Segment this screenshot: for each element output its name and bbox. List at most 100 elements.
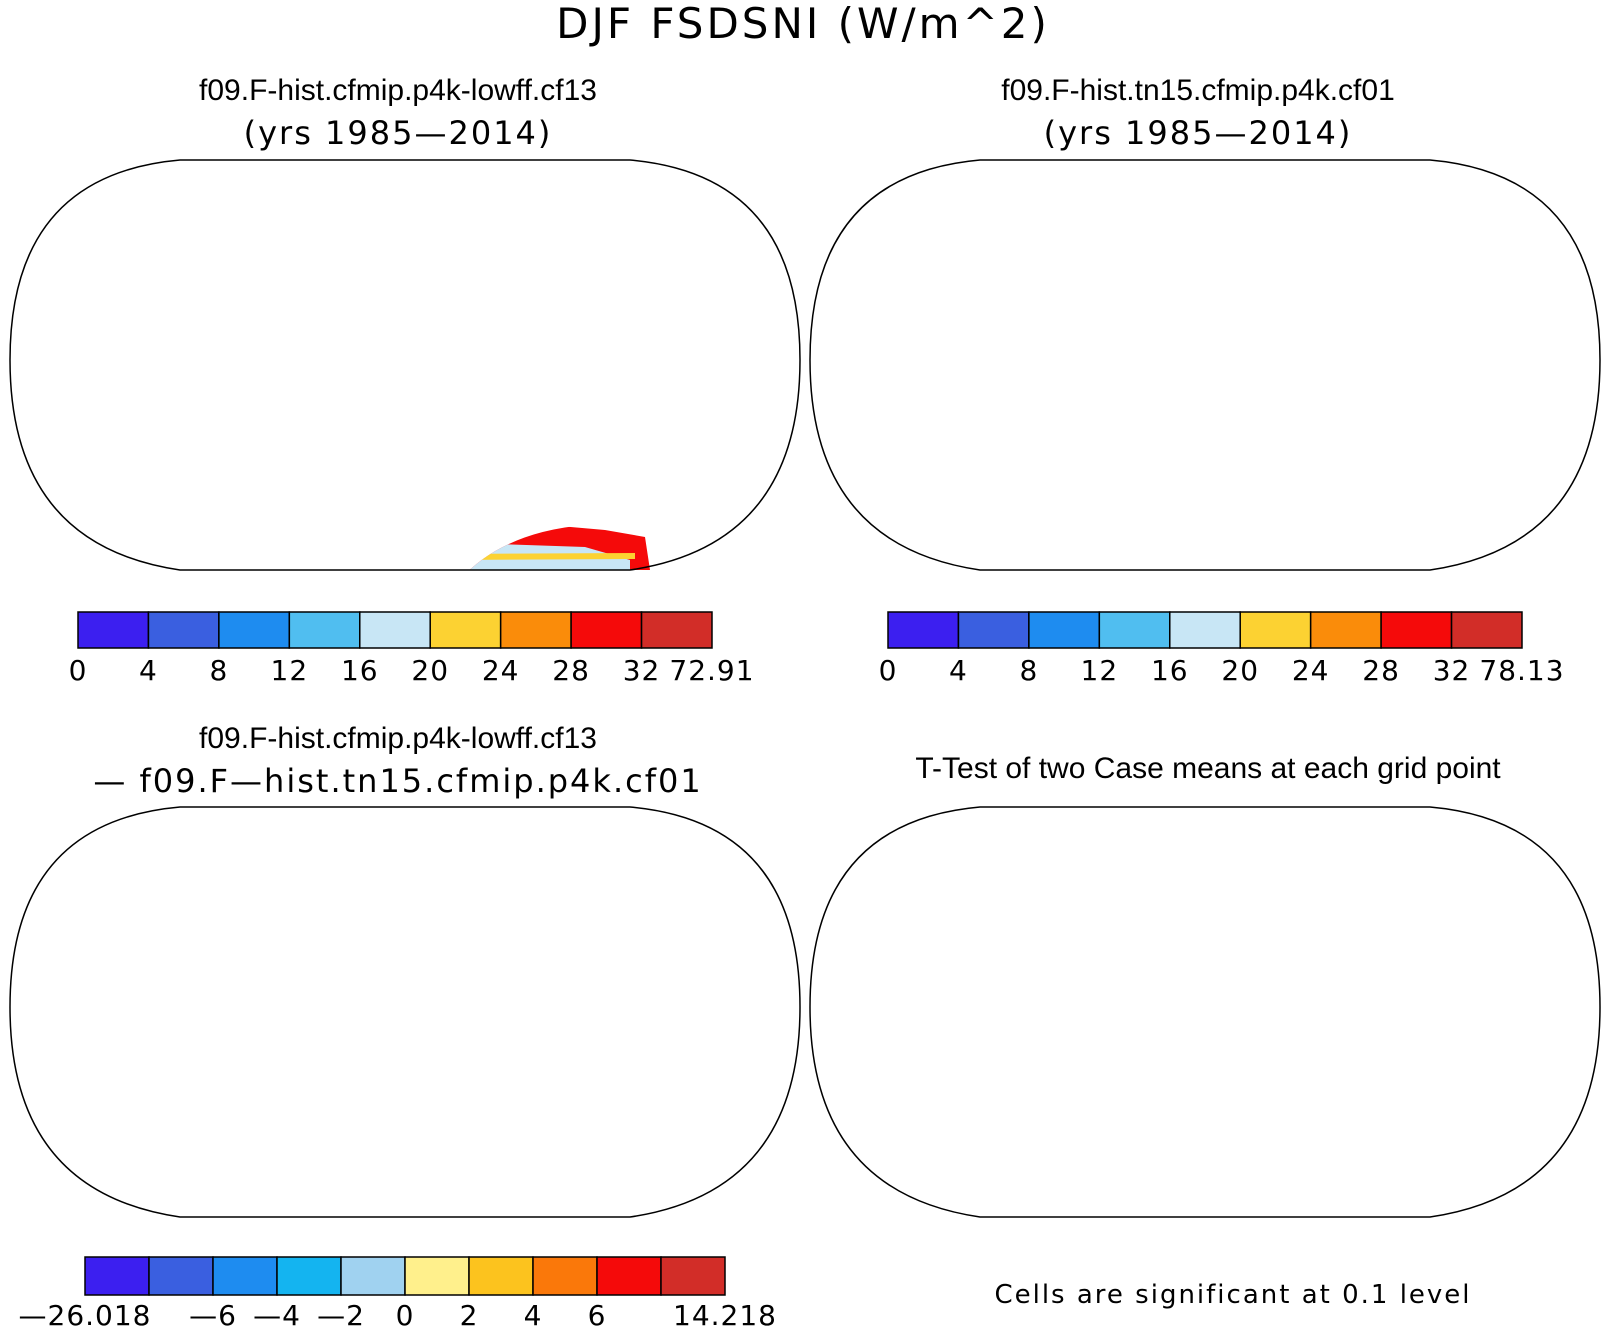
colorbar-swatch bbox=[212, 1256, 278, 1296]
colorbar-swatch bbox=[1309, 611, 1382, 649]
colorbar-tick-label: 6 bbox=[588, 1299, 607, 1327]
sa-orange bbox=[235, 1060, 267, 1117]
an-deep bbox=[135, 1184, 305, 1204]
land-africa bbox=[345, 927, 495, 1097]
colorbar-tick-label: —2 bbox=[317, 1299, 365, 1327]
colorbar-swatch bbox=[1450, 611, 1523, 649]
colorbar-swatch bbox=[1098, 611, 1171, 649]
band-arctic bbox=[125, 160, 345, 187]
panel-case2-years: (yrs 1985—2014) bbox=[1044, 114, 1353, 152]
colorbar-tick-label: 8 bbox=[209, 654, 228, 687]
af-warm bbox=[405, 325, 485, 440]
sa-red bbox=[240, 1070, 263, 1107]
colorbar-swatch bbox=[499, 611, 572, 649]
eu-yellow-west bbox=[360, 887, 425, 917]
colorbar-swatch bbox=[570, 611, 643, 649]
colorbar-tick-label: 4 bbox=[139, 654, 158, 687]
colorbar-case1: 0 4 8 12 16 20 24 28 32 72.91 bbox=[69, 611, 754, 687]
na-orange bbox=[160, 912, 185, 937]
sa-hot-spot bbox=[240, 415, 265, 465]
map-case2 bbox=[810, 160, 1600, 570]
colorbar-tick-label: 8 bbox=[1019, 654, 1038, 687]
colorbar-swatch bbox=[147, 611, 220, 649]
colorbar-tick-label: 78.13 bbox=[1479, 654, 1564, 687]
significant-cells bbox=[885, 807, 1525, 1217]
band-eurasia-north bbox=[1155, 160, 1485, 230]
colorbar-swatch bbox=[660, 1256, 726, 1296]
colorbar-case2: 0 4 8 12 16 20 24 28 32 78.13 bbox=[879, 611, 1564, 687]
land-north-america bbox=[85, 160, 365, 330]
na-yellow bbox=[155, 882, 245, 972]
colorbar-tick-label: 16 bbox=[1151, 654, 1189, 687]
non-significant-cells bbox=[935, 822, 1483, 1217]
panel-case1-title: f09.F-hist.cfmip.p4k-lowff.cf13 bbox=[199, 74, 597, 107]
map-difference bbox=[10, 807, 800, 1217]
map-case1 bbox=[85, 160, 800, 570]
colorbar-swatch bbox=[1028, 611, 1101, 649]
sa-core bbox=[1025, 345, 1085, 415]
colorbar-tick-label: —6 bbox=[189, 1299, 237, 1327]
land-south-america bbox=[200, 967, 320, 1177]
colorbar-tick-label: 28 bbox=[1362, 654, 1400, 687]
colorbar-swatch bbox=[640, 611, 713, 649]
land-north-america bbox=[85, 807, 365, 977]
an-yellow bbox=[145, 1208, 650, 1217]
colorbar-swatch bbox=[148, 1256, 214, 1296]
land-australia bbox=[620, 1027, 715, 1107]
af-warm bbox=[1200, 320, 1287, 443]
af-south bbox=[435, 420, 455, 450]
land-maritime-asia bbox=[620, 987, 725, 1032]
map-case1-outline bbox=[9, 159, 801, 571]
colorbar-tick-label: —4 bbox=[253, 1299, 301, 1327]
panel-case2: f09.F-hist.tn15.cfmip.p4k.cf01 (yrs 1985… bbox=[809, 74, 1601, 687]
land-maritime-asia bbox=[620, 340, 725, 385]
colorbar-swatch bbox=[957, 611, 1030, 649]
land-maritime-asia bbox=[1420, 340, 1525, 385]
colorbar-tick-label: 0 bbox=[396, 1299, 415, 1327]
colorbar-swatch bbox=[359, 611, 431, 649]
af-hot bbox=[1227, 347, 1273, 410]
colorbar-swatch bbox=[429, 611, 502, 649]
panel-case1-years: (yrs 1985—2014) bbox=[244, 114, 553, 152]
an-mid bbox=[525, 1177, 645, 1202]
colorbar-swatch bbox=[288, 611, 361, 649]
colorbar-tick-label: —26.018 bbox=[19, 1299, 152, 1327]
af-yellow bbox=[410, 1027, 465, 1090]
colorbar-tick-label: 32 bbox=[623, 654, 661, 687]
land-africa bbox=[345, 280, 495, 450]
panel-case2-title: f09.F-hist.tn15.cfmip.p4k.cf01 bbox=[1001, 74, 1395, 107]
colorbar-swatch bbox=[404, 1256, 470, 1296]
colorbar-swatch bbox=[84, 1256, 150, 1296]
colorbar-tick-label: 12 bbox=[271, 654, 309, 687]
map-difference-outline bbox=[9, 806, 801, 1218]
colorbar-swatch bbox=[532, 1256, 598, 1296]
af-hot bbox=[430, 350, 470, 405]
colorbar-tick-label: 4 bbox=[524, 1299, 543, 1327]
sa-deep bbox=[245, 990, 275, 1017]
colorbar-difference: —26.018 —6 —4 —2 0 2 4 6 14.218 bbox=[19, 1256, 776, 1332]
eu-yellow bbox=[445, 837, 635, 877]
land-eurasia bbox=[1155, 160, 1485, 335]
sa-warm-core bbox=[215, 335, 300, 465]
panel-case1: f09.F-hist.cfmip.p4k-lowff.cf13 (yrs 198… bbox=[9, 74, 801, 687]
sa-south bbox=[1030, 455, 1047, 525]
panel-difference-title: f09.F-hist.cfmip.p4k-lowff.cf13 bbox=[199, 722, 597, 755]
colorbar-tick-label: 32 bbox=[1433, 654, 1471, 687]
colorbar-tick-label: 28 bbox=[552, 654, 590, 687]
land-antarctica bbox=[935, 523, 1450, 570]
land-australia bbox=[1420, 380, 1515, 460]
significance-note: Cells are significant at 0.1 level bbox=[994, 1280, 1471, 1310]
an-interior bbox=[1085, 543, 1425, 570]
colorbar-tick-label: 2 bbox=[460, 1299, 479, 1327]
panel-ttest-title: T-Test of two Case means at each grid po… bbox=[915, 752, 1501, 785]
panel-ttest: T-Test of two Case means at each grid po… bbox=[809, 752, 1601, 1310]
land-north-america bbox=[885, 160, 1165, 330]
land-africa bbox=[1145, 280, 1295, 450]
figure-title: DJF FSDSNI (W/m^2) bbox=[556, 0, 1050, 48]
map-case2-outline bbox=[809, 159, 1601, 571]
colorbar-tick-label: 24 bbox=[1292, 654, 1330, 687]
map-ttest-outline bbox=[809, 806, 1601, 1218]
land-eurasia bbox=[355, 807, 685, 982]
colorbar-swatch bbox=[887, 611, 960, 649]
